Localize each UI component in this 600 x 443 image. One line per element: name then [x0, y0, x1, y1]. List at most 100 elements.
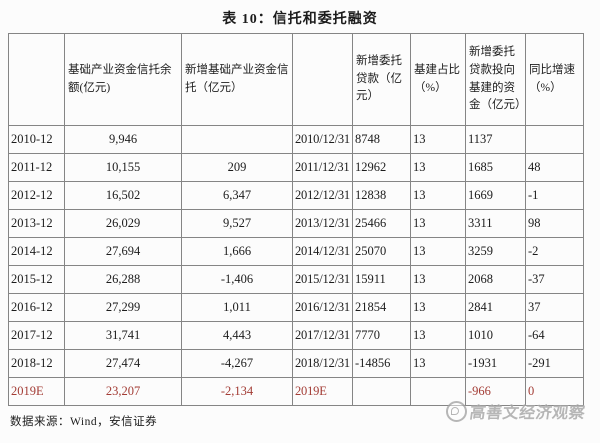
cell-infra-share: 13 [410, 349, 466, 378]
cell-trust-balance: 16,502 [64, 181, 182, 210]
cell-entrusted-new: 21854 [352, 293, 411, 322]
table-row: 2010-12 9,946 2010/12/31 8748 13 1137 [8, 125, 584, 154]
cell-year: 2018-12 [8, 349, 65, 378]
cell-infra-share: 13 [410, 237, 466, 266]
col-header-entrusted-new: 新增委托贷款（亿元） [352, 33, 411, 126]
col-header-trust-new: 新增基础产业资金信托（亿元） [181, 33, 293, 126]
cell-year: 2013-12 [8, 209, 65, 238]
cell-entrusted-infra: 2841 [465, 293, 526, 322]
cell-date: 2014/12/31 [292, 237, 353, 266]
table-caption: 表 10：信托和委托融资 [222, 12, 378, 27]
cell-entrusted-infra: -1931 [465, 349, 526, 378]
table-row: 2012-12 16,502 6,347 2012/12/31 12838 13… [8, 181, 584, 210]
financing-table: 基础产业资金信托余额(亿元) 新增基础产业资金信托（亿元） 新增委托贷款（亿元）… [8, 33, 584, 406]
cell-entrusted-new: 25070 [352, 237, 411, 266]
cell-entrusted-new: 12838 [352, 181, 411, 210]
cell-infra-share [410, 377, 466, 406]
cell-date: 2010/12/31 [292, 125, 353, 154]
cell-trust-new: 1,666 [181, 237, 293, 266]
cell-trust-new: -4,267 [181, 349, 293, 378]
table-row: 2017-12 31,741 4,443 2017/12/31 7770 13 … [8, 321, 584, 350]
cell-year: 2014-12 [8, 237, 65, 266]
cell-infra-share: 13 [410, 293, 466, 322]
table-row: 2018-12 27,474 -4,267 2018/12/31 -14856 … [8, 349, 584, 378]
cell-yoy: -64 [525, 321, 584, 350]
col-header-trust-balance: 基础产业资金信托余额(亿元) [64, 33, 182, 126]
table-row: 2015-12 26,288 -1,406 2015/12/31 15911 1… [8, 265, 584, 294]
data-source: 数据来源：Wind，安信证券 [10, 416, 158, 428]
cell-trust-new: 9,527 [181, 209, 293, 238]
cell-entrusted-infra: 1669 [465, 181, 526, 210]
col-header-date [292, 33, 353, 126]
cell-entrusted-infra: 1137 [465, 125, 526, 154]
cell-trust-balance: 10,155 [64, 153, 182, 182]
cell-yoy: -1 [525, 181, 584, 210]
cell-yoy: 98 [525, 209, 584, 238]
cell-yoy: -291 [525, 349, 584, 378]
cell-trust-balance: 31,741 [64, 321, 182, 350]
cell-entrusted-new: 25466 [352, 209, 411, 238]
cell-infra-share: 13 [410, 321, 466, 350]
table-row: 2019E 23,207 -2,134 2019E -966 0 [8, 377, 584, 406]
cell-infra-share: 13 [410, 265, 466, 294]
table-row: 2016-12 27,299 1,011 2016/12/31 21854 13… [8, 293, 584, 322]
table-body: 2010-12 9,946 2010/12/31 8748 13 1137 20… [8, 125, 584, 406]
cell-year: 2015-12 [8, 265, 65, 294]
cell-date: 2012/12/31 [292, 181, 353, 210]
cell-yoy: -2 [525, 237, 584, 266]
cell-entrusted-infra: 3311 [465, 209, 526, 238]
table-row: 2011-12 10,155 209 2011/12/31 12962 13 1… [8, 153, 584, 182]
cell-trust-new: 209 [181, 153, 293, 182]
col-header-yoy: 同比增速（%） [525, 33, 584, 126]
cell-entrusted-infra: -966 [465, 377, 526, 406]
cell-trust-new: 6,347 [181, 181, 293, 210]
cell-date: 2011/12/31 [292, 153, 353, 182]
cell-date: 2015/12/31 [292, 265, 353, 294]
col-header-year [8, 33, 65, 126]
cell-trust-new: -1,406 [181, 265, 293, 294]
cell-year: 2010-12 [8, 125, 65, 154]
cell-date: 2018/12/31 [292, 349, 353, 378]
cell-trust-new: 1,011 [181, 293, 293, 322]
cell-yoy [525, 125, 584, 154]
cell-year: 2019E [8, 377, 65, 406]
cell-year: 2011-12 [8, 153, 65, 182]
cell-entrusted-new: -14856 [352, 349, 411, 378]
cell-entrusted-infra: 1685 [465, 153, 526, 182]
cell-trust-balance: 26,029 [64, 209, 182, 238]
table-row: 2013-12 26,029 9,527 2013/12/31 25466 13… [8, 209, 584, 238]
cell-entrusted-infra: 2068 [465, 265, 526, 294]
cell-yoy: 0 [525, 377, 584, 406]
cell-trust-balance: 27,694 [64, 237, 182, 266]
cell-entrusted-new: 7770 [352, 321, 411, 350]
cell-trust-new: -2,134 [181, 377, 293, 406]
cell-trust-balance: 27,474 [64, 349, 182, 378]
cell-yoy: 37 [525, 293, 584, 322]
cell-date: 2017/12/31 [292, 321, 353, 350]
cell-entrusted-new: 12962 [352, 153, 411, 182]
cell-year: 2016-12 [8, 293, 65, 322]
cell-date: 2019E [292, 377, 353, 406]
cell-trust-balance: 9,946 [64, 125, 182, 154]
cell-infra-share: 13 [410, 125, 466, 154]
table-row: 2014-12 27,694 1,666 2014/12/31 25070 13… [8, 237, 584, 266]
cell-infra-share: 13 [410, 181, 466, 210]
cell-entrusted-new [352, 377, 411, 406]
cell-yoy: 48 [525, 153, 584, 182]
cell-trust-balance: 27,299 [64, 293, 182, 322]
cell-date: 2016/12/31 [292, 293, 353, 322]
col-header-entrusted-infra: 新增委托贷款投向基建的资金（亿元） [465, 33, 526, 126]
cell-trust-new [181, 125, 293, 154]
cell-entrusted-new: 8748 [352, 125, 411, 154]
cell-trust-balance: 26,288 [64, 265, 182, 294]
cell-infra-share: 13 [410, 209, 466, 238]
col-header-infra-share: 基建占比（%） [410, 33, 466, 126]
cell-year: 2012-12 [8, 181, 65, 210]
header-row: 基础产业资金信托余额(亿元) 新增基础产业资金信托（亿元） 新增委托贷款（亿元）… [8, 33, 584, 126]
cell-date: 2013/12/31 [292, 209, 353, 238]
cell-entrusted-infra: 1010 [465, 321, 526, 350]
cell-yoy: -37 [525, 265, 584, 294]
cell-trust-balance: 23,207 [64, 377, 182, 406]
cell-trust-new: 4,443 [181, 321, 293, 350]
